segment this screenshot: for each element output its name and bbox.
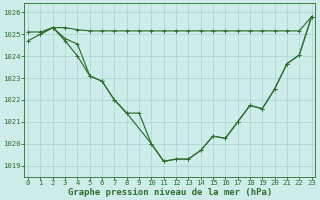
X-axis label: Graphe pression niveau de la mer (hPa): Graphe pression niveau de la mer (hPa) [68,188,272,197]
